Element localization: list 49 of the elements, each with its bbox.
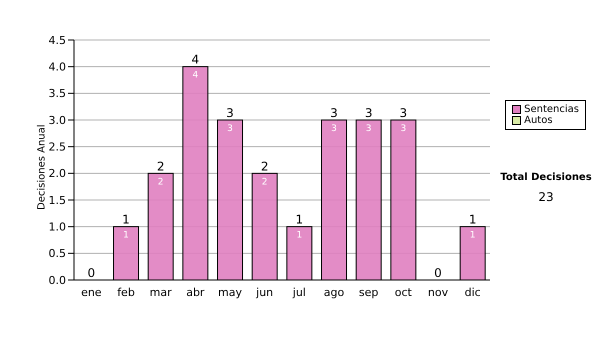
total-label: 3 — [364, 106, 372, 120]
data-label: 1 — [296, 230, 302, 241]
y-tick-label: 1.5 — [48, 194, 66, 207]
y-tick-label: 1.0 — [48, 220, 66, 234]
total-label: 2 — [260, 159, 268, 174]
x-tick-label: may — [218, 286, 242, 299]
y-tick-label: 0.5 — [48, 247, 66, 260]
data-label: 1 — [470, 230, 476, 241]
text: 23 — [537, 190, 555, 204]
data-label: 3 — [331, 124, 337, 134]
data-label: 3 — [366, 124, 372, 134]
data-label: 4 — [192, 70, 198, 81]
total-label: 1 — [122, 212, 130, 227]
x-tick-label: abr — [186, 286, 205, 299]
y-tick-label: 2.5 — [48, 140, 66, 154]
y-tick-label: 4.0 — [48, 60, 66, 74]
x-tick-label: jun — [255, 286, 274, 299]
total-label: 3 — [226, 106, 234, 120]
x-tick-label: mar — [150, 286, 172, 299]
legend-label: Autos — [524, 115, 553, 126]
x-tick-label: ene — [81, 286, 102, 299]
data-label: 3 — [400, 124, 406, 134]
total-label: 0 — [88, 266, 96, 280]
y-tick-label: 3.0 — [48, 114, 66, 127]
x-tick-label: dic — [464, 286, 481, 299]
total-label: 0 — [434, 266, 442, 280]
x-tick-label: jul — [292, 286, 306, 299]
y-tick-label: 2.0 — [48, 167, 66, 180]
x-tick-label: ago — [324, 286, 344, 299]
data-label: 2 — [158, 177, 164, 188]
y-tick-label: 4.5 — [48, 34, 66, 47]
y-tick-label: 0.0 — [48, 274, 66, 287]
total-label: 3 — [400, 106, 408, 120]
x-tick-label: sep — [358, 286, 378, 299]
data-label: 2 — [262, 177, 268, 188]
y-axis-title: Decisiones Anual — [36, 124, 48, 210]
x-tick-label: oct — [394, 286, 413, 299]
data-label: 1 — [123, 230, 129, 241]
total-label: 1 — [468, 212, 476, 227]
total-label: 3 — [330, 106, 338, 120]
legend-label: Sentencias — [524, 104, 579, 115]
total-label: 1 — [296, 212, 304, 227]
x-tick-label: feb — [117, 286, 135, 299]
data-label: 3 — [227, 124, 233, 134]
y-tick-label: 3.5 — [48, 87, 66, 100]
text: Total Decisiones — [499, 172, 593, 183]
total-label: 2 — [156, 159, 164, 174]
total-label: 4 — [192, 52, 200, 67]
x-tick-label: nov — [428, 286, 449, 299]
